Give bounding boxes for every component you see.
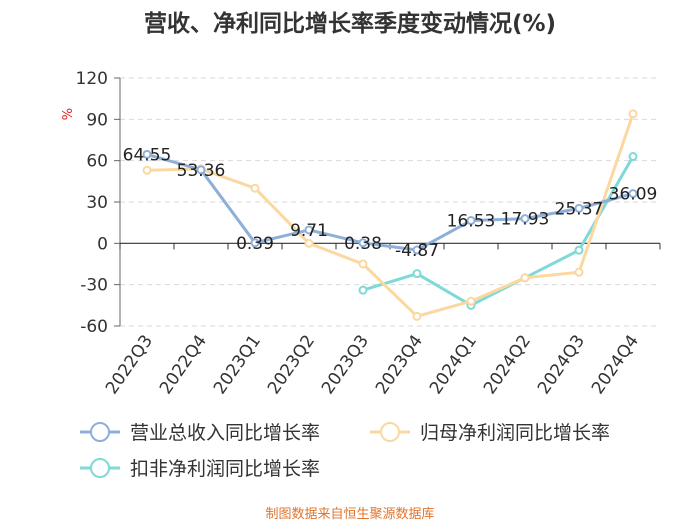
chart-title: 营收、净利同比增长率季度变动情况(%) [143, 11, 557, 37]
y-tick-label: -60 [80, 317, 108, 337]
data-label: 0.39 [236, 234, 274, 254]
legend-label: 营业总收入同比增长率 [130, 422, 320, 444]
grid-lines [120, 77, 660, 327]
data-point [574, 245, 584, 255]
y-tick-label: 120 [76, 69, 108, 89]
data-point [628, 109, 638, 119]
data-point [250, 183, 260, 193]
x-tick-label: 2023Q3 [318, 331, 373, 398]
y-tick-label: 60 [86, 152, 108, 172]
legend-label: 归母净利润同比增长率 [420, 422, 610, 444]
data-point [142, 165, 152, 175]
x-tick-label: 2022Q3 [102, 331, 157, 398]
legend-marker [380, 422, 400, 442]
data-point [196, 165, 206, 175]
data-point [412, 311, 422, 321]
data-label: 64.55 [123, 145, 172, 165]
legend-marker [90, 458, 110, 478]
data-label: -4.87 [395, 241, 439, 261]
data-label: 9.71 [290, 221, 328, 241]
x-tick-label: 2024Q3 [534, 331, 589, 398]
legend-marker [90, 422, 110, 442]
data-label: 36.09 [609, 185, 658, 205]
series-line [362, 155, 635, 307]
y-tick-label: -30 [80, 276, 108, 296]
x-tick-label: 2023Q1 [210, 331, 265, 398]
x-tick-label: 2022Q4 [156, 331, 211, 398]
data-label: 16.53 [447, 212, 496, 232]
chart-source: 制图数据来自恒生聚源数据库 [265, 507, 435, 522]
data-point [574, 267, 584, 277]
data-point [520, 214, 530, 224]
y-axis-label: % [61, 108, 76, 120]
data-label: 25.37 [555, 199, 604, 219]
data-point [628, 189, 638, 199]
data-point [358, 285, 368, 295]
x-tick-label: 2024Q4 [588, 331, 643, 398]
series-line [146, 113, 635, 318]
data-point [466, 216, 476, 226]
data-point [304, 238, 314, 248]
x-tick-label: 2023Q2 [264, 331, 319, 398]
x-tick-label: 2023Q4 [372, 331, 427, 398]
data-point [358, 238, 368, 248]
data-point [628, 152, 638, 162]
data-point [304, 225, 314, 235]
y-tick-label: 30 [86, 193, 108, 213]
data-label: 53.36 [177, 161, 226, 181]
data-point [574, 203, 584, 213]
data-label: 0.38 [344, 234, 382, 254]
data-point [466, 296, 476, 306]
data-point [412, 269, 422, 279]
series-line [146, 152, 634, 252]
x-tick-label: 2024Q2 [480, 331, 535, 398]
y-tick-label: 0 [97, 234, 108, 254]
legend-label: 扣非净利润同比增长率 [130, 458, 320, 480]
x-tick-label: 2024Q1 [426, 331, 481, 398]
data-point [250, 238, 260, 248]
data-point [412, 245, 422, 255]
data-point [142, 149, 152, 159]
y-tick-label: 90 [86, 110, 108, 130]
data-point [520, 273, 530, 283]
series-layer [142, 109, 638, 321]
data-point [358, 259, 368, 269]
data-label: 17.93 [501, 210, 550, 230]
